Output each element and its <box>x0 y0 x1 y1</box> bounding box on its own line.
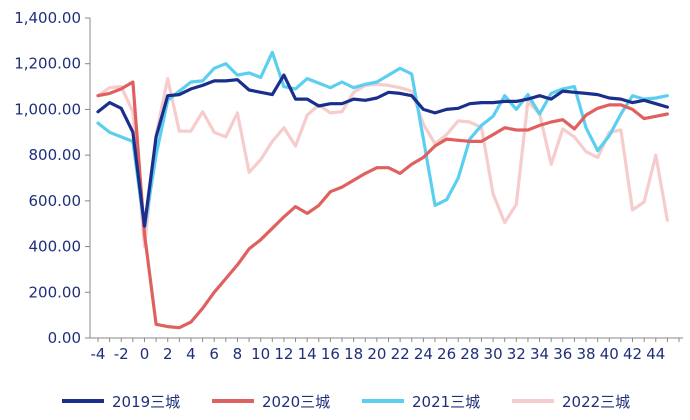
y-tick-label: 800.00 <box>29 146 82 164</box>
x-tick-label: 20 <box>367 345 386 363</box>
y-tick-label: 600.00 <box>29 192 82 210</box>
x-tick-label: 14 <box>298 345 317 363</box>
x-tick-label: 22 <box>391 345 410 363</box>
legend-label: 2020三城 <box>262 393 330 411</box>
x-tick-label: -4 <box>91 345 106 363</box>
x-tick-label: 44 <box>646 345 665 363</box>
x-tick-label: 12 <box>274 345 293 363</box>
x-tick-label: 2 <box>163 345 173 363</box>
x-tick-label: 6 <box>209 345 219 363</box>
legend-label: 2021三城 <box>412 393 480 411</box>
series-line-2022三城 <box>96 76 670 249</box>
y-tick-label: 200.00 <box>29 283 82 301</box>
x-tick-label: 0 <box>140 345 150 363</box>
x-tick-label: 32 <box>507 345 526 363</box>
series-line-2019三城 <box>96 73 670 228</box>
x-tick-label: 26 <box>437 345 456 363</box>
x-tick-label: 24 <box>414 345 433 363</box>
x-tick-label: 4 <box>186 345 196 363</box>
legend-label: 2022三城 <box>562 393 630 411</box>
y-tick-label: 1,000.00 <box>14 100 81 118</box>
x-tick-label: 36 <box>553 345 572 363</box>
legend-label: 2019三城 <box>112 393 180 411</box>
y-tick-label: 0.00 <box>48 329 81 347</box>
x-tick-label: 8 <box>233 345 243 363</box>
x-tick-label: 30 <box>484 345 503 363</box>
series-line-2020三城 <box>96 80 670 330</box>
x-tick-label: 28 <box>460 345 479 363</box>
x-tick-label: 34 <box>530 345 549 363</box>
y-tick-label: 1,400.00 <box>14 9 81 27</box>
x-tick-label: 10 <box>251 345 270 363</box>
y-tick-label: 1,200.00 <box>14 55 81 73</box>
x-tick-label: 16 <box>321 345 340 363</box>
x-tick-label: 40 <box>600 345 619 363</box>
x-tick-label: 38 <box>576 345 595 363</box>
y-tick-label: 400.00 <box>29 238 82 256</box>
x-tick-label: 18 <box>344 345 363 363</box>
x-tick-label: 42 <box>623 345 642 363</box>
x-tick-label: -2 <box>114 345 129 363</box>
series-line-2021三城 <box>96 50 670 230</box>
